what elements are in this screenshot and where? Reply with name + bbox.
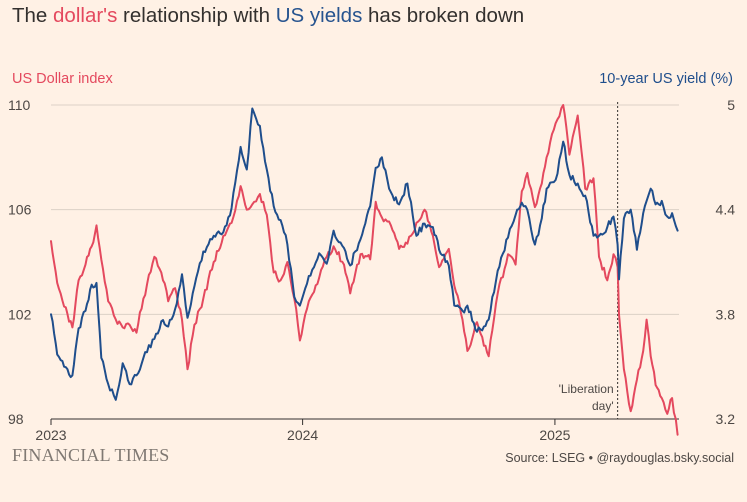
dollar-index-line	[50, 104, 679, 436]
x-tick-label: 2023	[35, 427, 66, 443]
left-tick-label: 98	[8, 411, 24, 427]
left-tick-label: 110	[8, 97, 31, 113]
title-dollar-highlight: dollar's	[53, 4, 118, 27]
right-tick-label: 3.2	[716, 411, 736, 427]
right-tick-label: 4.4	[716, 202, 736, 218]
x-tick-label: 2024	[287, 427, 318, 443]
right-axis-title: 10-year US yield (%)	[599, 71, 733, 87]
left-axis-title: US Dollar index	[12, 71, 113, 87]
left-tick-label: 102	[8, 306, 32, 322]
series-lines	[50, 104, 679, 436]
liberation-day-annotation: 'Liberation day'	[559, 102, 619, 419]
chart-title: The dollar's relationship with US yields…	[12, 4, 525, 27]
us-yield-line	[50, 107, 679, 401]
right-tick-label: 5	[727, 97, 735, 113]
gridlines	[51, 104, 679, 315]
title-yields-highlight: US yields	[275, 4, 363, 27]
x-tick-label: 2025	[539, 427, 570, 443]
ft-logo: FINANCIAL TIMES	[12, 445, 170, 465]
annotation-label-line2: day'	[592, 399, 614, 413]
source-note: Source: LSEG • @raydouglas.bsky.social	[505, 451, 734, 465]
annotation-label-line1: 'Liberation	[559, 382, 614, 396]
left-tick-label: 106	[8, 202, 32, 218]
right-tick-label: 3.8	[716, 306, 736, 322]
axes: 98 3.2 102 3.8 106 4.4 110 5 2023 2024 2025	[8, 97, 735, 443]
